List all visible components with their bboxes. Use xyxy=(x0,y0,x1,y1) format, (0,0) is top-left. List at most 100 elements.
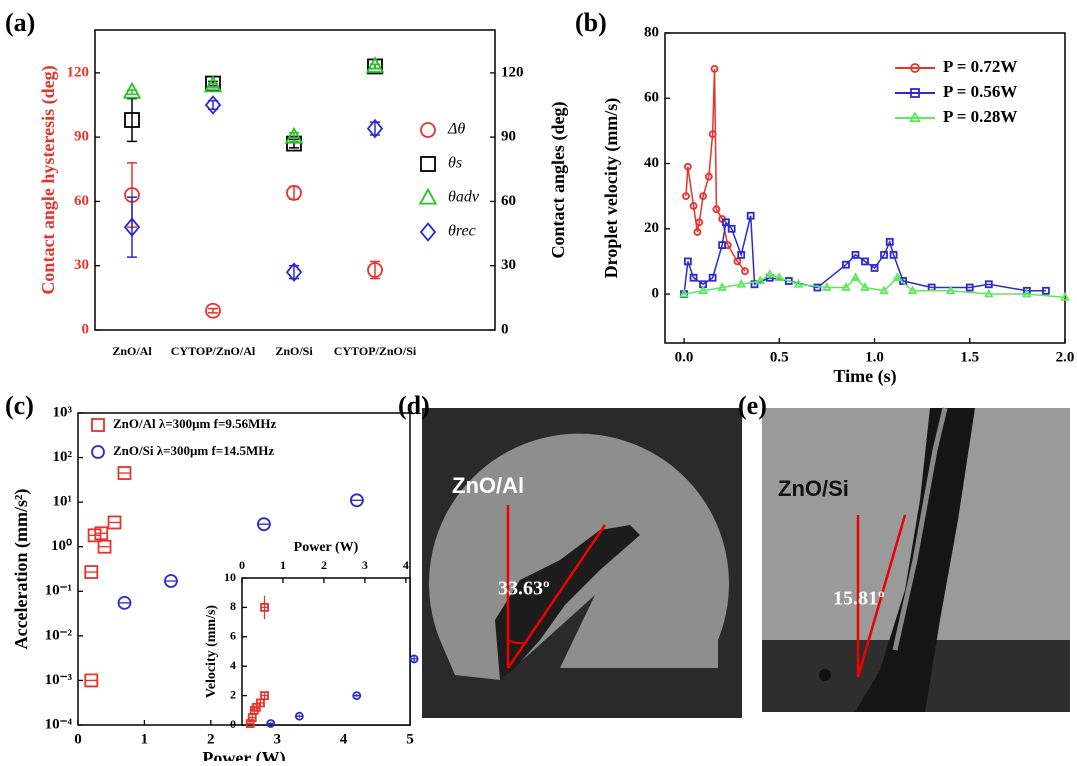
y-tick-label: 80 xyxy=(644,24,659,40)
marker xyxy=(367,262,383,278)
marker xyxy=(860,282,870,291)
legend-label: Δθ xyxy=(447,121,465,138)
axis-label: Contact angles (deg) xyxy=(548,102,569,259)
marker xyxy=(774,272,785,282)
x-tick-label: 1 xyxy=(141,731,149,747)
image-d: ZnO/Al 33.63º xyxy=(422,408,742,718)
y-tick-label: 0 xyxy=(82,321,90,337)
inset-frame xyxy=(241,577,411,726)
marker xyxy=(1042,286,1050,295)
x-tick-label: 0 xyxy=(74,731,82,747)
legend-marker xyxy=(420,122,436,138)
marker xyxy=(704,172,713,181)
marker xyxy=(793,278,804,288)
marker xyxy=(879,285,889,295)
marker xyxy=(205,302,221,319)
marker xyxy=(851,250,860,259)
legend-marker xyxy=(910,88,920,98)
marker xyxy=(699,192,707,201)
marker xyxy=(710,64,719,73)
x-tick-label: 0 xyxy=(239,558,245,572)
x-tick-label: 3 xyxy=(273,731,281,747)
marker xyxy=(850,272,861,282)
panel-label: (a) xyxy=(5,8,35,37)
x-tick-label: 0.0 xyxy=(675,349,694,365)
legend-marker xyxy=(420,156,436,172)
y-tick-label: 30 xyxy=(74,257,89,273)
x-tick-label: 0.5 xyxy=(770,349,789,365)
reflection xyxy=(892,407,948,651)
legend-label: P = 0.56W xyxy=(943,82,1017,101)
y-tick-label: 0 xyxy=(501,321,509,337)
axis-label: Power (W) xyxy=(202,748,285,761)
y-tick-label: 10⁻⁴ xyxy=(45,716,73,732)
y-tick-label: 60 xyxy=(644,90,659,106)
marker xyxy=(698,285,708,295)
plot-frame xyxy=(664,32,1066,344)
panel-label: (d) xyxy=(398,391,430,420)
marker xyxy=(285,262,303,282)
y-tick-label: 10⁻² xyxy=(45,627,73,643)
marker xyxy=(741,267,749,276)
legend-label: ZnO/Al λ=300μm f=9.56MHz xyxy=(113,416,276,431)
marker xyxy=(1060,291,1070,301)
x-tick-label: 1.5 xyxy=(960,349,979,365)
marker xyxy=(124,112,140,128)
marker xyxy=(682,192,690,201)
legend-marker xyxy=(909,111,921,123)
y-tick-label: 10⁻¹ xyxy=(45,583,72,599)
y-tick-label: 8 xyxy=(230,599,236,613)
marker xyxy=(764,269,775,278)
marker xyxy=(841,282,851,291)
panel-label: (b) xyxy=(575,8,607,37)
y-tick-label: 10⁻³ xyxy=(45,672,73,688)
legend-label: P = 0.28W xyxy=(943,107,1017,126)
marker xyxy=(737,250,746,259)
legend-label: ZnO/Si λ=300μm f=14.5MHz xyxy=(113,443,274,458)
marker xyxy=(984,280,993,289)
angle-arc xyxy=(507,639,525,645)
line xyxy=(683,273,1066,299)
x-tick-label: 1 xyxy=(280,558,286,572)
legend-label: θrec xyxy=(448,223,476,240)
x-tick-label: 2 xyxy=(321,558,327,572)
y-tick-label: 120 xyxy=(67,64,90,80)
axis-label: Time (s) xyxy=(833,366,896,387)
line xyxy=(683,215,1046,295)
legend-marker xyxy=(419,222,437,242)
x-tick-label: 2 xyxy=(207,731,215,747)
x-tick-label: 1.0 xyxy=(865,349,884,365)
marker xyxy=(708,273,717,282)
x-tick-label: 3 xyxy=(362,558,368,572)
x-tick-label: 2.0 xyxy=(1056,349,1075,365)
x-tick-label: ZnO/Si xyxy=(275,344,313,358)
marker xyxy=(366,118,384,139)
y-tick-label: 120 xyxy=(501,64,524,80)
y-tick-label: 10² xyxy=(53,449,73,465)
y-tick-label: 4 xyxy=(230,658,236,672)
marker xyxy=(842,260,850,269)
y-tick-label: 2 xyxy=(230,687,236,701)
legend-label: P = 0.72W xyxy=(943,57,1017,76)
angle-line xyxy=(506,524,607,669)
x-tick-label: CYTOP/ZnO/Si xyxy=(334,344,417,358)
axis-label: Velocity (mm/s) xyxy=(204,605,219,699)
marker xyxy=(717,282,727,291)
legend-marker xyxy=(91,445,105,459)
y-tick-label: 6 xyxy=(230,629,236,643)
marker xyxy=(695,218,704,227)
marker xyxy=(889,250,898,259)
marker xyxy=(892,272,903,282)
marker xyxy=(722,218,730,227)
y-tick-label: 60 xyxy=(74,193,89,209)
marker xyxy=(689,202,698,210)
marker xyxy=(712,205,721,214)
marker xyxy=(945,285,956,295)
marker xyxy=(203,75,223,93)
y-tick-label: 10⁰ xyxy=(51,538,72,554)
line xyxy=(685,68,746,272)
angle-label: 33.63º xyxy=(498,578,550,600)
x-tick-label: ZnO/Al xyxy=(112,344,152,358)
y-tick-label: 90 xyxy=(74,129,89,145)
legend-marker xyxy=(91,418,105,432)
